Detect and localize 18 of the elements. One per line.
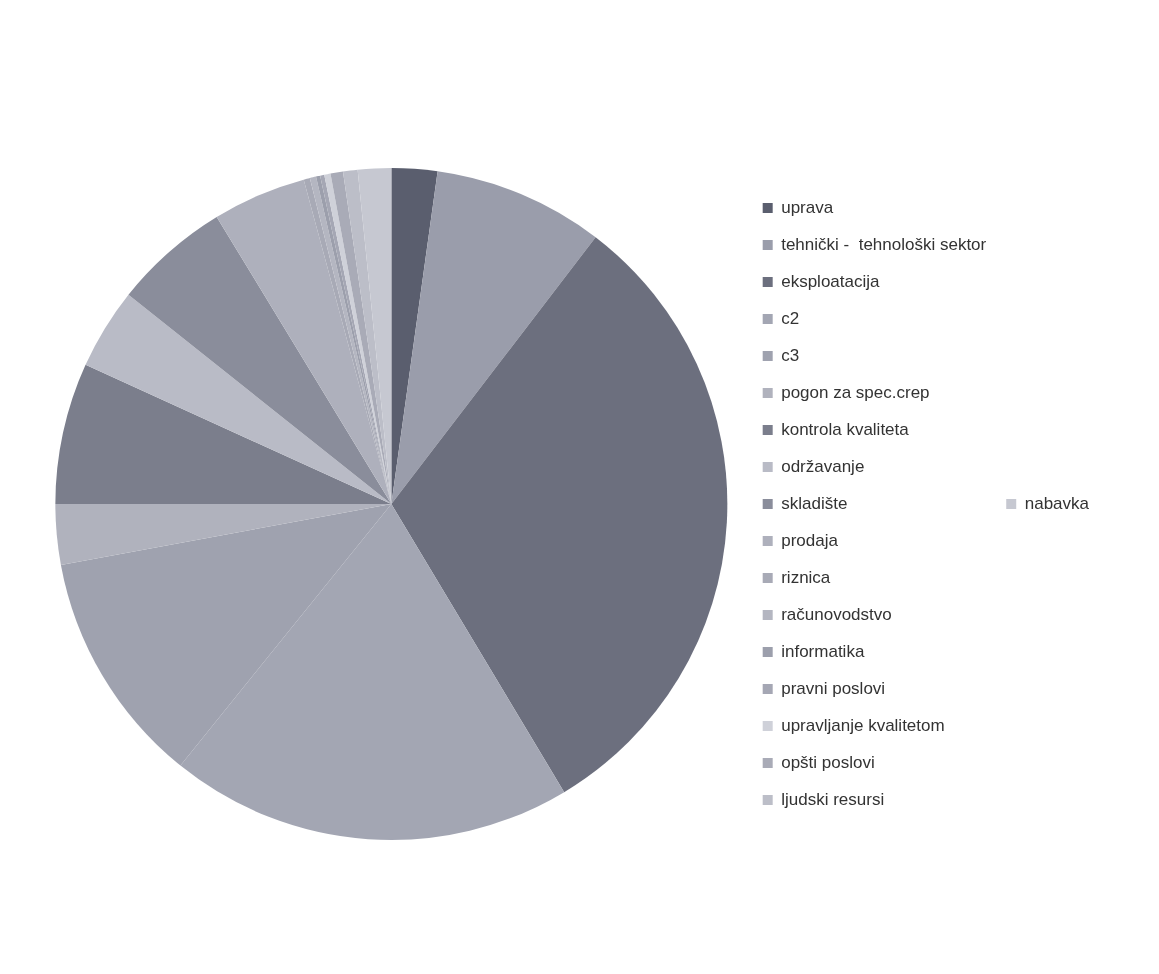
legend-label: c3 <box>781 345 800 365</box>
legend-label: uprava <box>781 197 834 217</box>
legend-label: nabavka <box>1024 493 1090 513</box>
legend-label: tehnički - tehnološki sektor <box>781 234 987 254</box>
legend-label: riznica <box>781 567 831 587</box>
legend-label: pravni poslovi <box>781 678 886 698</box>
legend-label: pogon za spec.crep <box>781 382 930 402</box>
legend-label: opšti poslovi <box>781 752 875 772</box>
legend-label: ljudski resursi <box>781 789 885 809</box>
legend-label: informatika <box>781 641 865 661</box>
legend-label: kontrola kvaliteta <box>781 419 910 439</box>
legend-label: prodaja <box>781 530 839 550</box>
legend-label: c2 <box>781 308 800 328</box>
legend-label: održavanje <box>781 456 865 476</box>
legend-label: skladište <box>781 493 848 513</box>
legend-label: računovodstvo <box>781 604 892 624</box>
legend-label: upravljanje kvalitetom <box>781 715 945 735</box>
legend-label: eksploatacija <box>781 271 881 291</box>
